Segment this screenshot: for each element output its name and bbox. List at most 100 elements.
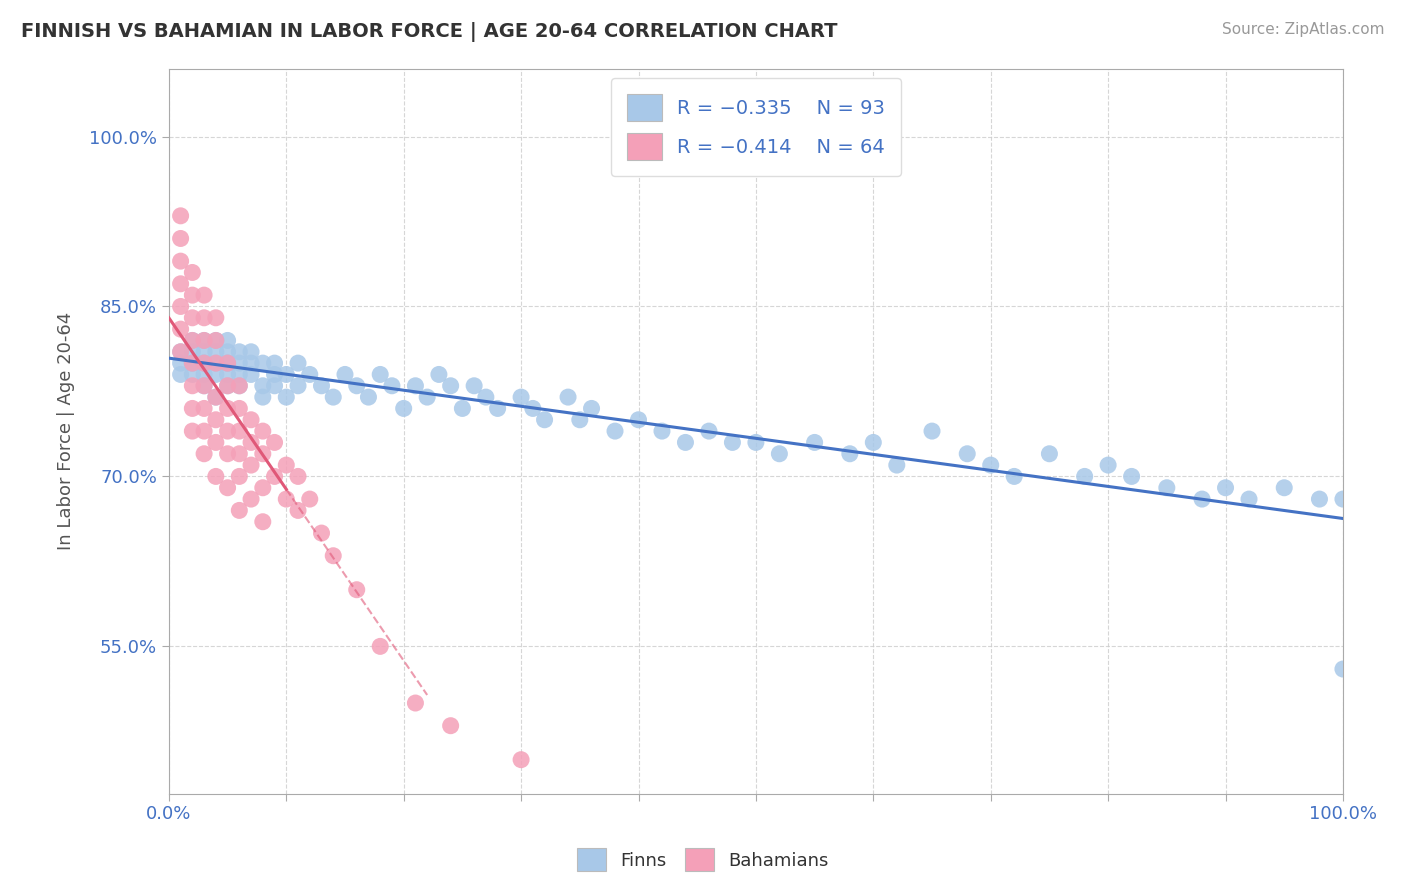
Point — [169, 209, 191, 223]
Point — [451, 401, 474, 416]
Text: Source: ZipAtlas.com: Source: ZipAtlas.com — [1222, 22, 1385, 37]
Point — [169, 368, 191, 382]
Point — [427, 368, 450, 382]
Point — [240, 368, 263, 382]
Point — [486, 401, 509, 416]
Point — [252, 481, 274, 495]
Point — [416, 390, 439, 404]
Point — [311, 378, 333, 392]
Point — [475, 390, 498, 404]
Point — [276, 458, 298, 472]
Point — [803, 435, 825, 450]
Point — [322, 390, 344, 404]
Point — [205, 334, 228, 348]
Point — [240, 458, 263, 472]
Point — [228, 378, 250, 392]
Text: FINNISH VS BAHAMIAN IN LABOR FORCE | AGE 20-64 CORRELATION CHART: FINNISH VS BAHAMIAN IN LABOR FORCE | AGE… — [21, 22, 838, 42]
Point — [357, 390, 380, 404]
Point — [276, 492, 298, 507]
Point — [510, 753, 533, 767]
Point — [205, 390, 228, 404]
Point — [181, 378, 204, 392]
Point — [181, 344, 204, 359]
Point — [886, 458, 908, 472]
Point — [1002, 469, 1025, 483]
Point — [217, 401, 239, 416]
Point — [217, 356, 239, 370]
Point — [252, 515, 274, 529]
Point — [1097, 458, 1119, 472]
Point — [169, 322, 191, 336]
Point — [721, 435, 744, 450]
Point — [1191, 492, 1213, 507]
Point — [263, 469, 285, 483]
Point — [181, 334, 204, 348]
Point — [557, 390, 579, 404]
Point — [287, 503, 309, 517]
Point — [169, 344, 191, 359]
Point — [381, 378, 404, 392]
Point — [217, 344, 239, 359]
Point — [181, 356, 204, 370]
Point — [217, 356, 239, 370]
Point — [440, 378, 463, 392]
Point — [193, 356, 215, 370]
Point — [276, 368, 298, 382]
Point — [392, 401, 415, 416]
Point — [368, 368, 391, 382]
Point — [228, 356, 250, 370]
Point — [311, 526, 333, 541]
Point — [181, 424, 204, 438]
Point — [287, 356, 309, 370]
Point — [581, 401, 603, 416]
Point — [193, 334, 215, 348]
Point — [193, 310, 215, 325]
Point — [603, 424, 626, 438]
Point — [568, 413, 591, 427]
Point — [193, 378, 215, 392]
Point — [193, 424, 215, 438]
Point — [240, 492, 263, 507]
Point — [181, 310, 204, 325]
Point — [169, 254, 191, 268]
Point — [1237, 492, 1260, 507]
Point — [263, 378, 285, 392]
Point — [193, 447, 215, 461]
Legend: Finns, Bahamians: Finns, Bahamians — [569, 841, 837, 879]
Point — [193, 368, 215, 382]
Point — [217, 368, 239, 382]
Point — [838, 447, 860, 461]
Point — [217, 334, 239, 348]
Point — [217, 378, 239, 392]
Point — [287, 378, 309, 392]
Point — [205, 356, 228, 370]
Point — [228, 378, 250, 392]
Point — [228, 503, 250, 517]
Point — [205, 356, 228, 370]
Point — [181, 356, 204, 370]
Point — [368, 640, 391, 654]
Point — [205, 368, 228, 382]
Point — [252, 424, 274, 438]
Point — [956, 447, 979, 461]
Point — [217, 378, 239, 392]
Point — [228, 344, 250, 359]
Point — [252, 447, 274, 461]
Point — [193, 378, 215, 392]
Point — [346, 378, 368, 392]
Point — [1331, 662, 1354, 676]
Point — [228, 424, 250, 438]
Point — [1272, 481, 1295, 495]
Point — [205, 390, 228, 404]
Point — [980, 458, 1002, 472]
Point — [240, 413, 263, 427]
Point — [217, 481, 239, 495]
Point — [252, 390, 274, 404]
Point — [181, 368, 204, 382]
Point — [921, 424, 943, 438]
Y-axis label: In Labor Force | Age 20-64: In Labor Force | Age 20-64 — [58, 312, 75, 550]
Point — [697, 424, 720, 438]
Point — [745, 435, 768, 450]
Point — [240, 344, 263, 359]
Point — [169, 231, 191, 245]
